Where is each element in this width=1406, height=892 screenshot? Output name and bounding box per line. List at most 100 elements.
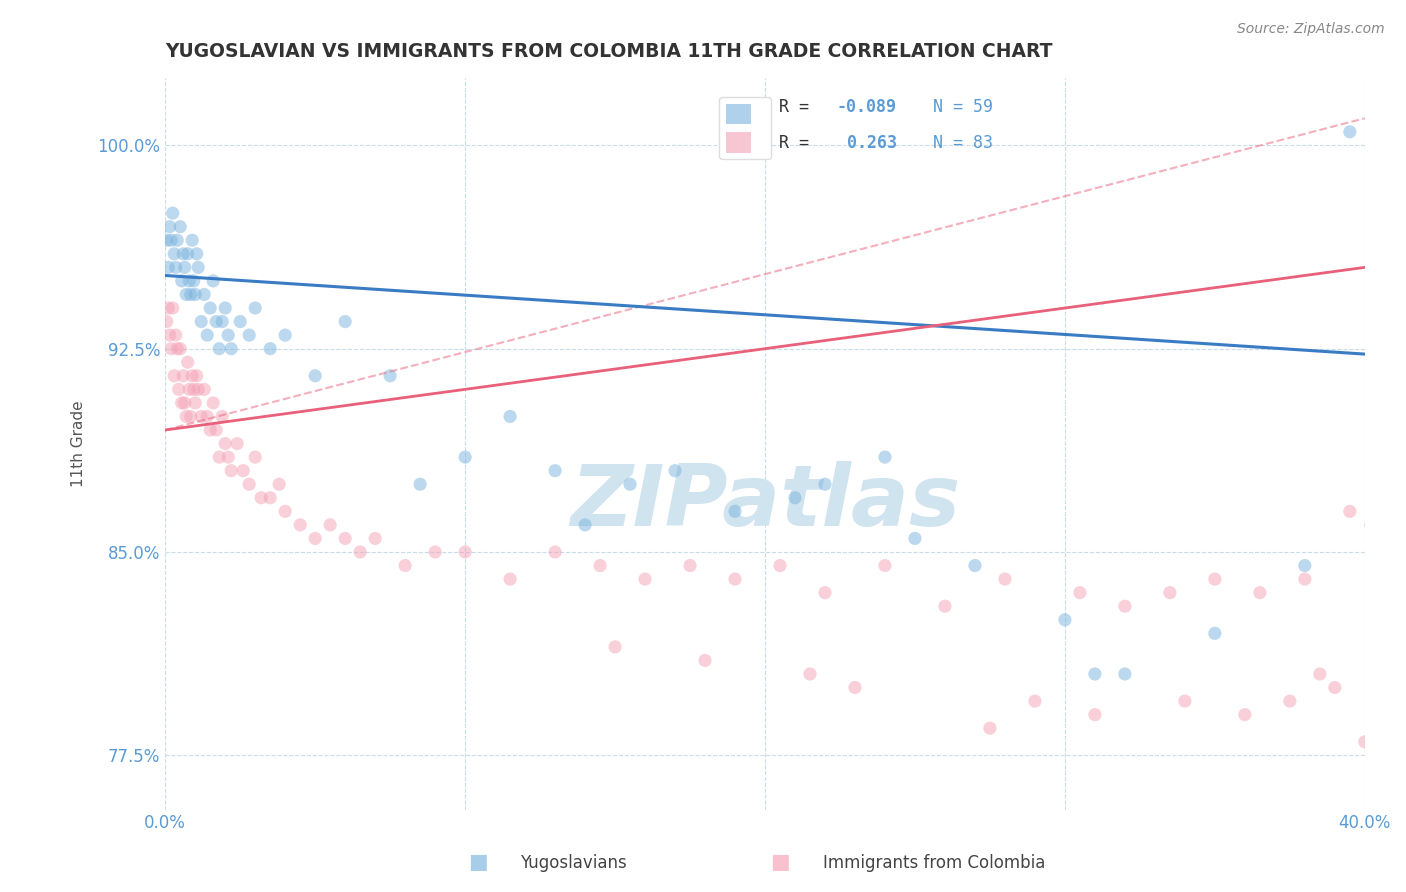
Point (205, 315, 228, 329)
Point (170, 274, 193, 288)
Point (167, 382, 190, 396)
Point (162, 301, 184, 315)
Point (783, 491, 806, 505)
Point (169, 342, 191, 356)
Point (979, 721, 1001, 735)
Point (184, 287, 207, 301)
Point (994, 572, 1017, 586)
Point (1368, 491, 1391, 505)
Point (162, 206, 184, 220)
Point (1323, 681, 1346, 695)
Point (1339, 125, 1361, 139)
Point (214, 436, 236, 450)
Point (157, 260, 180, 275)
Point (243, 301, 266, 315)
Point (214, 301, 236, 315)
Point (173, 260, 195, 275)
Point (259, 491, 281, 505)
Point (205, 423, 228, 437)
Point (219, 342, 242, 356)
Point (1174, 694, 1197, 708)
Point (1278, 694, 1301, 708)
Point (423, 545, 446, 559)
Point (166, 233, 188, 247)
Point (179, 274, 201, 288)
Point (934, 599, 956, 614)
Point (799, 667, 821, 681)
Point (169, 219, 191, 234)
Y-axis label: 11th Grade: 11th Grade (72, 401, 86, 487)
Point (238, 328, 260, 343)
Point (165, 260, 187, 275)
Point (1084, 667, 1107, 681)
Point (679, 558, 702, 573)
Point (232, 464, 254, 478)
Point (193, 382, 215, 396)
Text: ■: ■ (468, 853, 488, 872)
Text: N = 59: N = 59 (903, 98, 993, 116)
Point (274, 328, 297, 343)
Point (193, 287, 215, 301)
Point (364, 532, 387, 546)
Point (259, 342, 281, 356)
Point (544, 464, 567, 478)
Text: 0.263: 0.263 (837, 135, 897, 153)
Point (1309, 667, 1331, 681)
Point (664, 464, 686, 478)
Point (217, 450, 239, 464)
Point (190, 409, 212, 424)
Point (1069, 585, 1091, 599)
Point (873, 558, 896, 573)
Point (304, 532, 326, 546)
Point (844, 681, 866, 695)
Point (160, 342, 183, 356)
Point (814, 585, 837, 599)
Point (243, 450, 266, 464)
Point (1024, 694, 1046, 708)
Point (1114, 599, 1136, 614)
Point (163, 368, 186, 383)
Text: YUGOSLAVIAN VS IMMIGRANTS FROM COLOMBIA 11TH GRADE CORRELATION CHART: YUGOSLAVIAN VS IMMIGRANTS FROM COLOMBIA … (166, 42, 1053, 61)
Point (174, 287, 197, 301)
Text: Source: ZipAtlas.com: Source: ZipAtlas.com (1237, 22, 1385, 37)
Point (177, 247, 200, 261)
Point (187, 260, 209, 275)
Legend: , : , (720, 97, 770, 160)
Point (200, 301, 222, 315)
Point (304, 368, 326, 383)
Point (179, 382, 201, 396)
Point (172, 368, 194, 383)
Point (769, 558, 792, 573)
Point (873, 450, 896, 464)
Point (1204, 572, 1226, 586)
Point (963, 558, 986, 573)
Point (165, 328, 187, 343)
Point (574, 517, 596, 532)
Point (156, 233, 179, 247)
Point (180, 287, 202, 301)
Point (156, 315, 179, 329)
Point (202, 274, 225, 288)
Point (187, 382, 209, 396)
Text: Immigrants from Colombia: Immigrants from Colombia (823, 855, 1045, 872)
Point (1294, 558, 1316, 573)
Point (499, 572, 522, 586)
Point (634, 572, 657, 586)
Point (454, 450, 477, 464)
Point (603, 640, 626, 654)
Point (1053, 613, 1076, 627)
Point (184, 396, 207, 410)
Point (1233, 707, 1256, 722)
Point (454, 545, 477, 559)
Text: Yugoslavians: Yugoslavians (520, 855, 627, 872)
Point (157, 301, 180, 315)
Point (217, 328, 239, 343)
Point (1360, 517, 1382, 532)
Point (159, 328, 181, 343)
Point (238, 477, 260, 491)
Point (394, 558, 416, 573)
Point (166, 342, 188, 356)
Text: ■: ■ (770, 853, 790, 872)
Point (180, 409, 202, 424)
Point (186, 247, 208, 261)
